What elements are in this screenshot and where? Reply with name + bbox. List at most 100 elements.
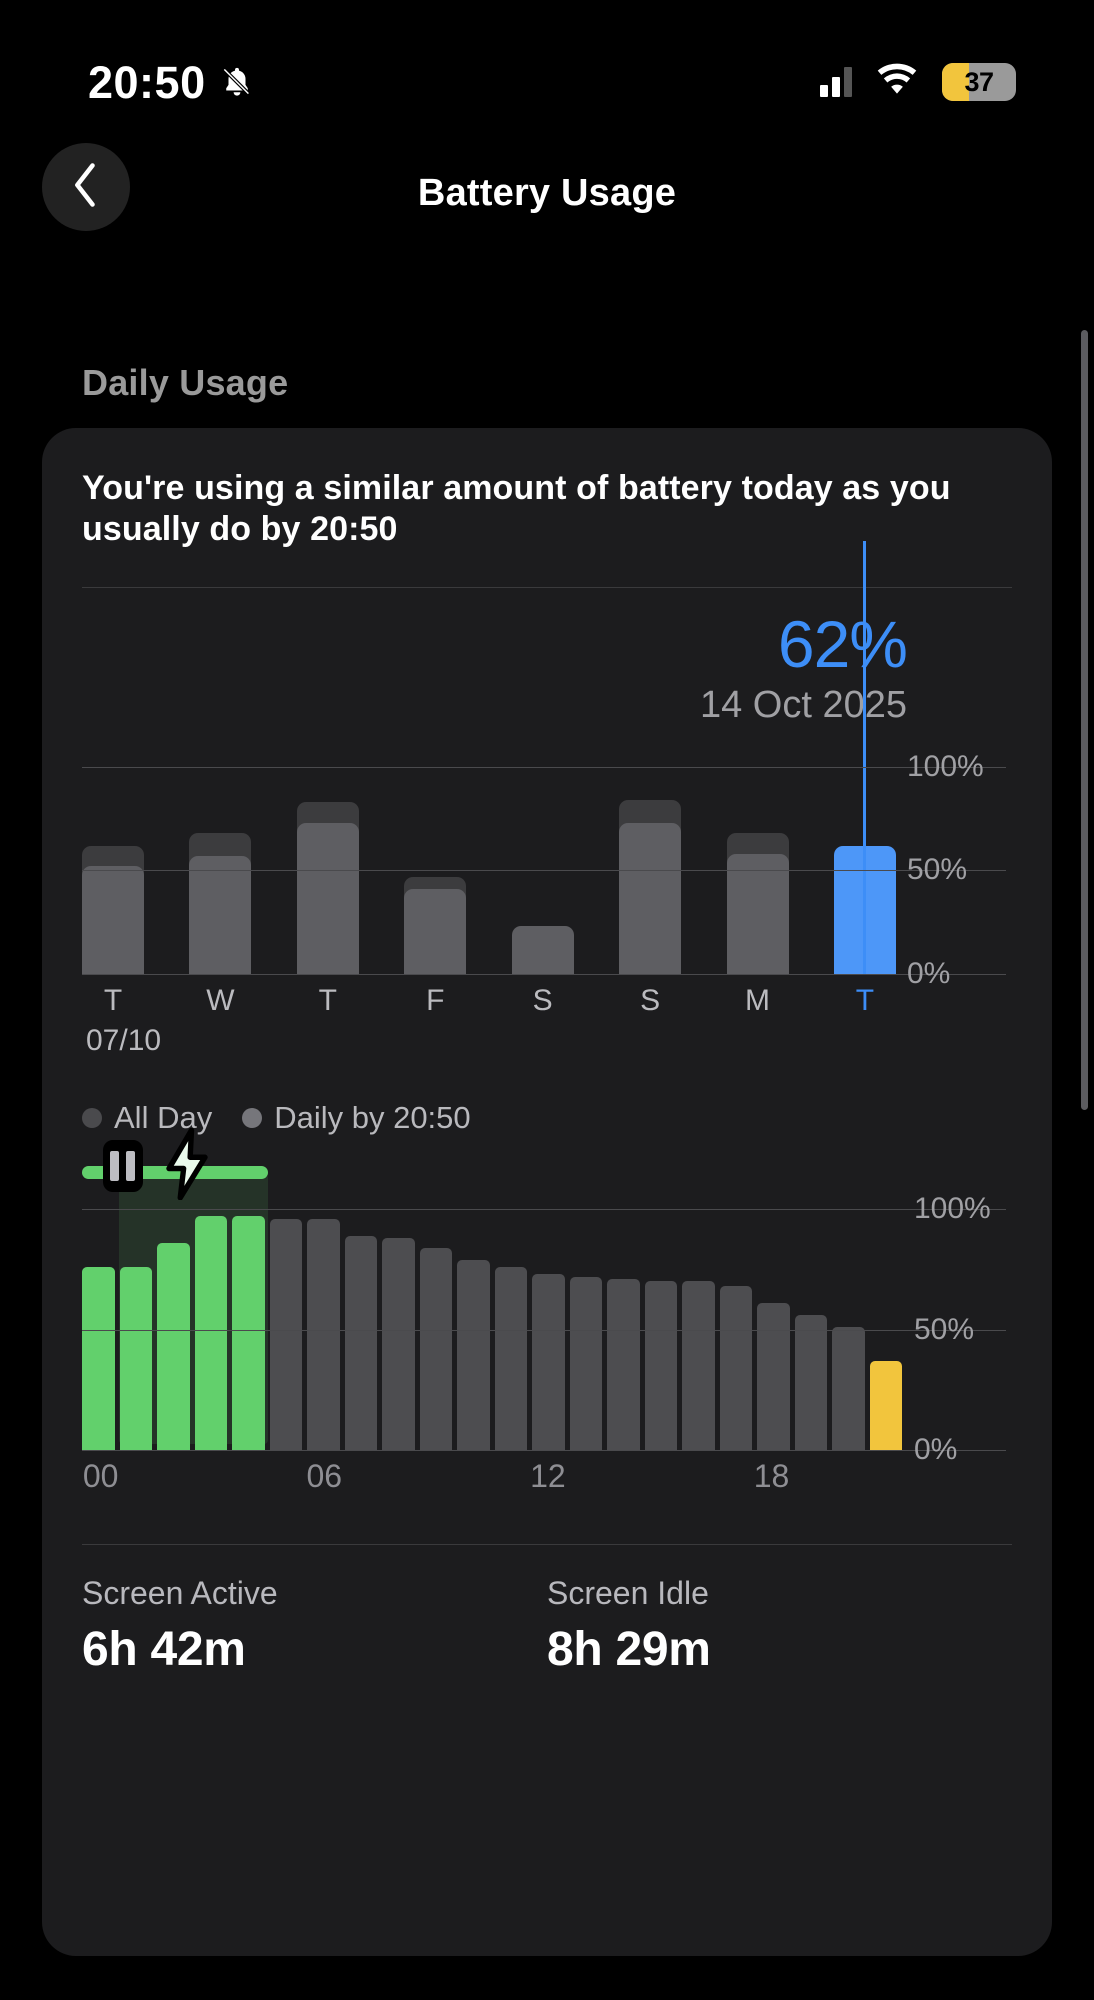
hourly-bar-02[interactable] [157, 1242, 190, 1451]
legend-label: Daily by 20:50 [274, 1100, 471, 1136]
hourly-y-axis-label: 100% [914, 1192, 991, 1226]
status-bar-right: 37 [820, 39, 1044, 102]
weekly-bar-4[interactable] [511, 746, 574, 975]
stat-value: 6h 42m [82, 1623, 246, 1677]
weekly-day-label-7[interactable]: T [855, 984, 875, 1018]
hourly-bar-11[interactable] [494, 1266, 527, 1451]
stat-value: 8h 29m [547, 1623, 711, 1677]
weekly-gridline [82, 766, 1006, 768]
battery-status-indicator: 37 [942, 63, 1016, 101]
cellular-signal-icon [820, 67, 852, 97]
weekly-chart-first-date-label: 07/10 [86, 1024, 162, 1058]
hourly-y-axis-label: 0% [914, 1433, 958, 1467]
hourly-bar-13[interactable] [569, 1276, 602, 1451]
bar-segment-daily [619, 822, 682, 975]
weekly-y-axis-label: 100% [907, 749, 984, 783]
legend-all-day[interactable]: All Day [82, 1100, 212, 1136]
status-bar-clock: 20:50 [88, 56, 206, 108]
back-button[interactable] [42, 143, 130, 231]
weekly-chart-bars [82, 541, 896, 975]
hourly-bar-16[interactable] [682, 1281, 715, 1451]
stat-block-0: Screen Active 6h 42m [82, 1575, 547, 1677]
hourly-bar-00[interactable] [82, 1266, 115, 1451]
hourly-bar-08[interactable] [382, 1237, 415, 1451]
weekly-bar-5[interactable] [619, 746, 682, 975]
weekly-gridline [82, 974, 1006, 976]
hourly-y-axis-label: 50% [914, 1312, 975, 1346]
hourly-bar-03[interactable] [194, 1216, 227, 1451]
today-indicator-line [863, 541, 867, 975]
card-headline: You're using a similar amount of battery… [82, 469, 951, 549]
weekly-y-axis-label: 0% [907, 957, 951, 991]
summary-date: 14 Oct 2025 [699, 683, 907, 726]
hourly-bar-14[interactable] [607, 1278, 640, 1451]
page-title: Battery Usage [417, 171, 677, 214]
weekly-day-label-2[interactable]: T [318, 984, 337, 1018]
weekly-day-label-1[interactable]: W [206, 984, 235, 1018]
hourly-chart-plot: 100% 50% 0% [82, 1127, 1006, 1466]
screen-time-stats: Screen Active 6h 42m Screen Idle 8h 29m [82, 1575, 1012, 1677]
summary-block: 62% 14 Oct 2025 [82, 588, 1012, 728]
weekly-chart-plot: 100% 50% 0% [82, 541, 1006, 990]
hourly-gridline [82, 1329, 1006, 1331]
chevron-left-icon [69, 159, 103, 216]
hourly-bar-18[interactable] [757, 1303, 790, 1451]
stat-block-1: Screen Idle 8h 29m [547, 1575, 1012, 1677]
hourly-x-axis-label-12: 12 [530, 1458, 566, 1495]
bar-segment-daily [296, 822, 359, 975]
weekly-bar-1[interactable] [189, 746, 252, 975]
bell-muted-icon [220, 62, 254, 102]
legend-dot-icon [82, 1108, 102, 1129]
weekly-day-label-6[interactable]: M [745, 984, 771, 1018]
bar-segment-daily [511, 926, 574, 975]
page-header: Battery Usage [0, 143, 1094, 243]
weekly-gridline [82, 870, 1006, 872]
weekly-bar-2[interactable] [296, 746, 359, 975]
hourly-bar-10[interactable] [457, 1259, 490, 1451]
weekly-day-label-0[interactable]: T [103, 984, 123, 1018]
hourly-bar-07[interactable] [344, 1235, 377, 1451]
weekly-y-axis-label: 50% [907, 853, 968, 887]
hourly-bar-20[interactable] [832, 1327, 865, 1451]
card-divider-top [82, 586, 1012, 588]
bar-segment-daily [404, 889, 467, 975]
weekly-day-label-3[interactable]: F [426, 984, 445, 1018]
hourly-bar-19[interactable] [794, 1315, 827, 1451]
stat-label: Screen Idle [547, 1575, 709, 1612]
hourly-chart-hour-labels: 00 06 12 18 [82, 1458, 902, 1508]
section-header-daily-usage: Daily Usage [82, 362, 289, 403]
hourly-gridline [82, 1450, 1006, 1452]
hourly-bar-21[interactable] [869, 1360, 902, 1451]
summary-percent: 62% [777, 606, 908, 681]
pause-icon [102, 1140, 143, 1193]
hourly-bar-12[interactable] [532, 1274, 565, 1451]
weekly-bar-0[interactable] [82, 746, 144, 975]
hourly-bar-09[interactable] [419, 1247, 452, 1451]
weekly-day-label-5[interactable]: S [640, 984, 661, 1018]
weekly-chart: 100% 50% 0% T W T F S S M T 07/10 [82, 541, 1012, 1058]
hourly-bar-01[interactable] [119, 1266, 152, 1451]
weekly-bar-3[interactable] [404, 746, 467, 975]
legend-label: All Day [114, 1100, 213, 1136]
battery-fill [942, 63, 970, 101]
hourly-x-axis-label-00: 00 [82, 1458, 119, 1495]
page-scrollbar[interactable] [1081, 330, 1088, 1110]
bar-segment-daily [726, 853, 789, 975]
hourly-bar-06[interactable] [307, 1218, 340, 1451]
weekly-day-label-4[interactable]: S [532, 984, 553, 1018]
weekly-bar-6[interactable] [726, 746, 789, 975]
hourly-x-axis-label-18: 18 [753, 1458, 790, 1495]
status-bar-left: 20:50 [0, 36, 254, 105]
chart-legend: All Day Daily by 20:50 [82, 1100, 1012, 1136]
status-bar: 20:50 37 [0, 0, 1094, 140]
hourly-bar-17[interactable] [719, 1286, 752, 1451]
legend-daily-by-time[interactable]: Daily by 20:50 [242, 1100, 471, 1136]
bar-segment-daily [82, 866, 144, 975]
hourly-bar-15[interactable] [644, 1281, 677, 1451]
daily-usage-card: You're using a similar amount of battery… [42, 428, 1052, 1956]
hourly-bar-04[interactable] [232, 1216, 265, 1451]
weekly-bar-7[interactable] [833, 541, 896, 975]
hourly-bar-05[interactable] [269, 1218, 302, 1451]
stat-label: Screen Active [82, 1575, 278, 1612]
